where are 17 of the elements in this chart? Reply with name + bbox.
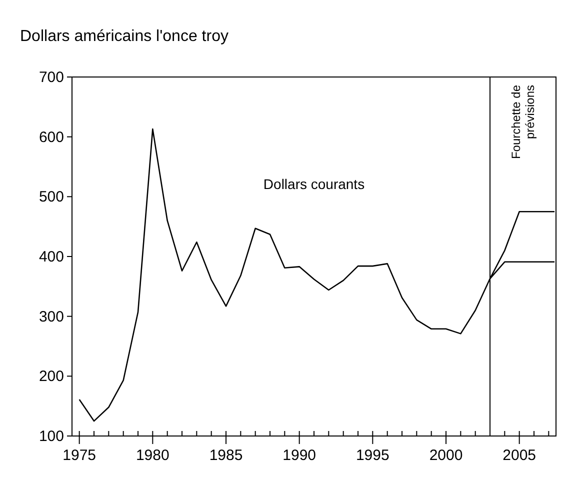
x-tick-label: 1975 [62, 447, 96, 464]
y-tick-label: 100 [38, 428, 64, 445]
y-tick-label: 700 [38, 69, 64, 86]
x-tick-label: 2005 [502, 447, 536, 464]
chart-title: Dollars américains l'once troy [20, 28, 228, 45]
y-tick-label: 200 [38, 368, 64, 386]
y-tick-label: 400 [38, 248, 64, 266]
x-tick-label: 2000 [429, 447, 463, 464]
x-tick-label: 1995 [356, 447, 390, 464]
x-tick-label: 1980 [136, 447, 170, 464]
text: Dollars courants [263, 176, 365, 192]
ref-line-label: Fourchette de prévisions [509, 84, 537, 160]
x-tick-label: 1990 [282, 447, 316, 464]
y-tick-label: 600 [38, 128, 64, 146]
y-tick-label: 500 [38, 188, 64, 206]
x-tick-label: 1985 [209, 447, 243, 464]
y-tick-label: 300 [38, 308, 64, 326]
